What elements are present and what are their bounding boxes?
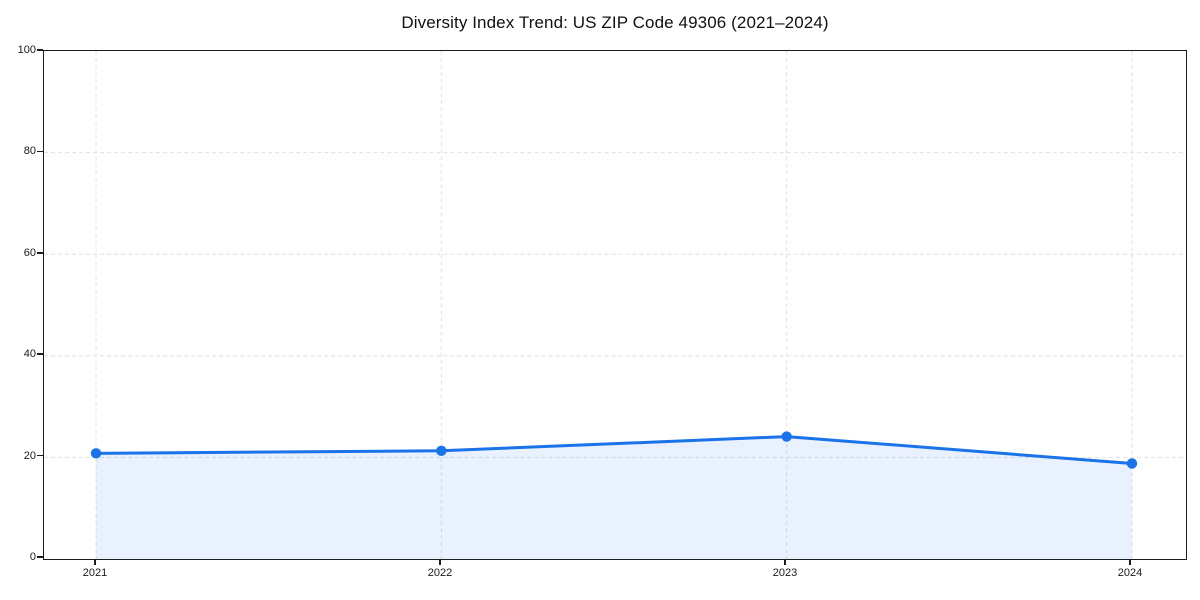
series-area-fill bbox=[96, 436, 1132, 559]
y-tick-label-20: 20 bbox=[23, 449, 36, 462]
y-tick-label-40: 40 bbox=[23, 348, 36, 361]
x-tick-mark-2023 bbox=[784, 559, 786, 565]
x-tick-mark-2022 bbox=[439, 559, 441, 565]
y-tick-mark-60 bbox=[37, 252, 43, 254]
plot-canvas bbox=[44, 51, 1186, 559]
x-tick-label-2022: 2022 bbox=[427, 567, 453, 579]
y-tick-mark-80 bbox=[37, 150, 43, 153]
x-tick-label-2021: 2021 bbox=[82, 567, 108, 579]
y-tick-label-100: 100 bbox=[17, 44, 36, 56]
series-line bbox=[94, 435, 1134, 465]
y-tick-label-60: 60 bbox=[23, 246, 36, 259]
data-point-2023 bbox=[781, 431, 792, 442]
x-tick-label-2023: 2023 bbox=[772, 567, 798, 579]
x-tick-label-2024: 2024 bbox=[1117, 567, 1143, 579]
x-tick-mark-2024 bbox=[1129, 559, 1131, 565]
data-point-2021 bbox=[90, 448, 102, 459]
y-tick-label-0: 0 bbox=[29, 551, 36, 563]
y-tick-mark-40 bbox=[37, 353, 43, 355]
y-tick-mark-100 bbox=[37, 49, 43, 51]
x-tick-mark-2021 bbox=[94, 559, 96, 565]
y-tick-mark-20 bbox=[37, 454, 43, 457]
y-tick-label-80: 80 bbox=[23, 145, 36, 158]
data-point-2024 bbox=[1126, 458, 1138, 469]
chart-title: Diversity Index Trend: US ZIP Code 49306… bbox=[401, 13, 829, 32]
y-tick-mark-0 bbox=[37, 556, 43, 558]
data-point-2022 bbox=[436, 445, 447, 457]
plot-area bbox=[43, 50, 1187, 560]
